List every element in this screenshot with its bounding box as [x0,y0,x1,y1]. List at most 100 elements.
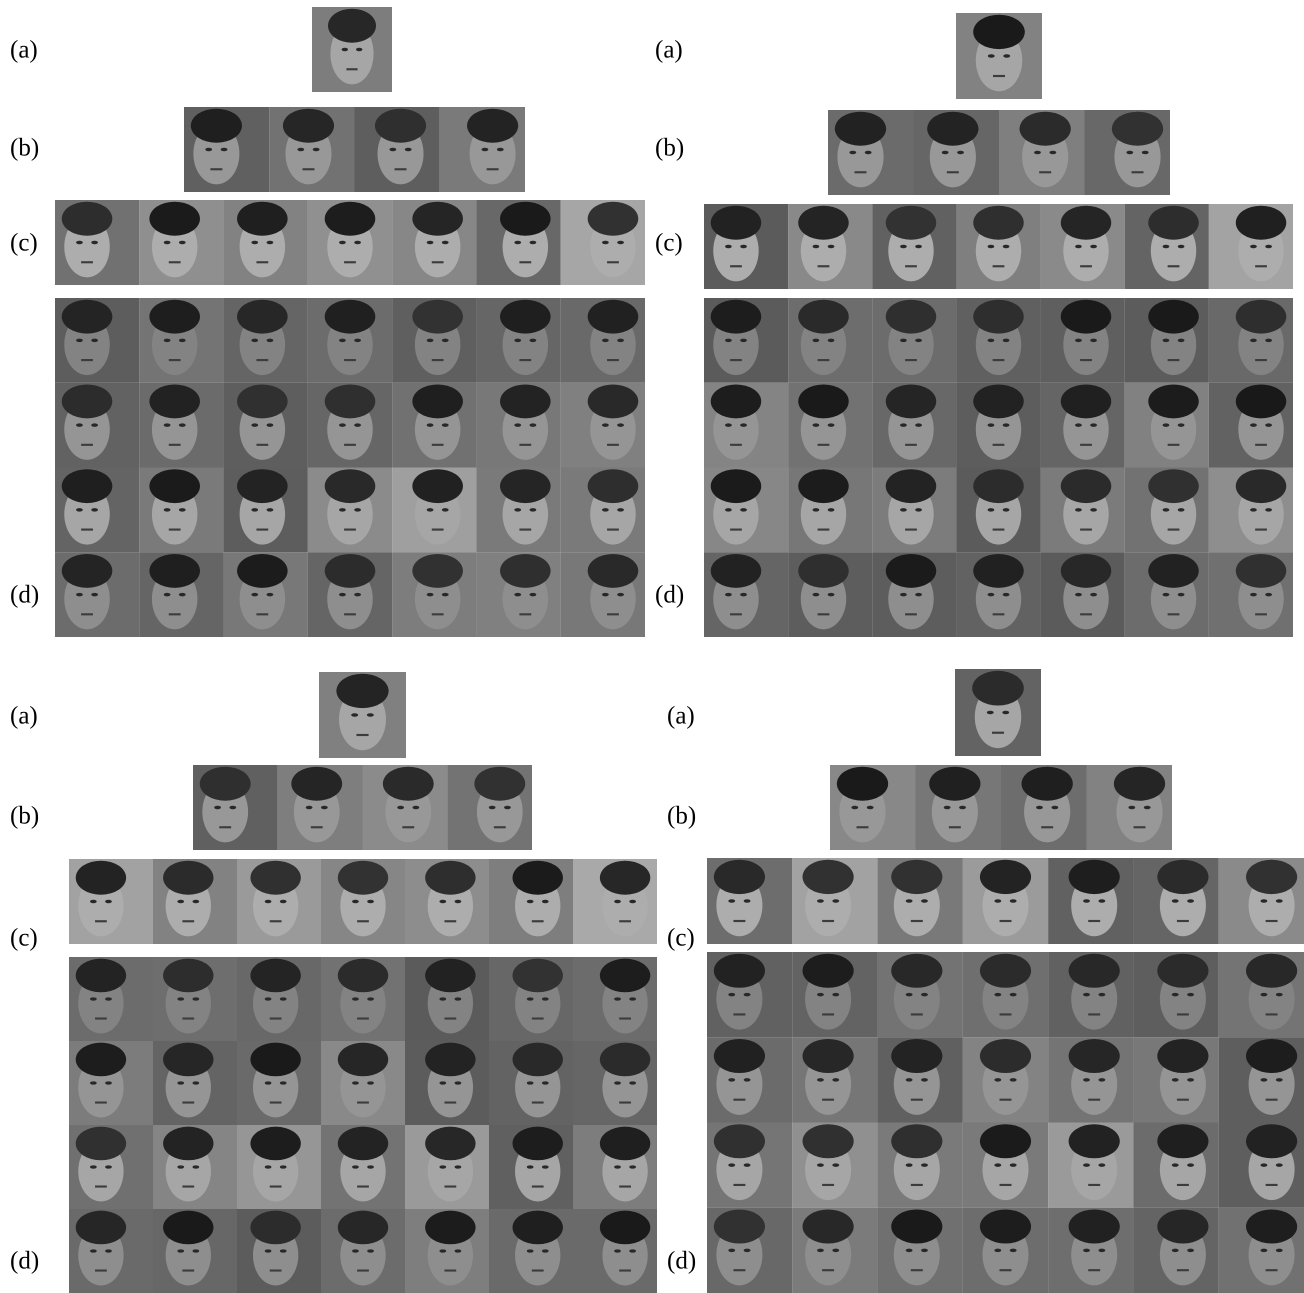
eye [356,48,362,51]
mouth [1266,920,1278,922]
hair [1061,384,1111,418]
hair [711,300,761,334]
mouth [81,529,93,531]
mouth [857,826,869,828]
face-photo [308,383,392,468]
mouth [619,1101,631,1103]
eye [915,423,922,426]
eye [1187,1249,1194,1252]
mouth [733,920,745,922]
eye [828,508,835,511]
hair [980,1124,1031,1158]
face-photo [139,552,223,637]
hair [1112,112,1163,146]
eye [1261,1078,1268,1081]
face-photo [916,765,1002,850]
hair [237,554,288,588]
mouth [256,613,268,615]
mouth [532,920,544,922]
eye [906,1163,913,1166]
eye [1075,423,1082,426]
face-photo [792,1208,877,1293]
eye [76,593,83,596]
mouth [519,359,531,361]
eye [105,997,112,1000]
eye [728,1078,735,1081]
hair [336,674,388,708]
hair [588,554,639,588]
eye [91,508,98,511]
hair [600,1043,650,1077]
eye [164,508,171,511]
face-photo [319,672,406,758]
mouth [169,444,181,446]
face-photo [1041,468,1125,553]
mouth [949,826,961,828]
eye [1090,593,1097,596]
face-photo [476,200,560,285]
eye [1098,1163,1105,1166]
eye [617,508,624,511]
mouth [432,529,444,531]
hair [1246,860,1297,894]
hair [1020,112,1071,146]
hair [886,206,936,240]
mouth [905,265,917,267]
face-photo [489,859,573,944]
eye [439,1081,446,1084]
mouth [993,529,1005,531]
eye [817,993,824,996]
eye [817,1249,824,1252]
eye [1163,245,1170,248]
hair [412,469,463,503]
face-photo [1041,552,1125,637]
eye [849,151,856,154]
eye [221,148,228,151]
eye [352,997,359,1000]
face-photo [788,552,872,637]
mouth [256,261,268,263]
mouth [733,1013,745,1015]
hair [338,1127,388,1161]
hair [500,469,551,503]
face-photo [1041,383,1125,468]
hair [250,861,300,895]
eye [90,1081,97,1084]
eye [339,508,346,511]
face-photo [55,552,139,637]
hair [835,112,886,146]
eye [1036,806,1043,809]
eye [354,593,361,596]
mouth [619,920,631,922]
eye [1003,54,1010,57]
eye [1083,1249,1090,1252]
face-photo [999,110,1085,195]
face-photo [704,468,788,553]
eye [1276,1078,1283,1081]
eye [367,1165,374,1168]
eye [728,1163,735,1166]
eye [1049,151,1056,154]
hair [714,1039,765,1073]
face-photo [308,552,392,637]
face-photo [392,552,476,637]
hair [149,469,200,503]
eye [455,1249,462,1252]
eye [617,423,624,426]
mouth [532,1101,544,1103]
eye [1250,423,1257,426]
face-photo [55,200,139,285]
eye [614,1165,621,1168]
eye [280,1081,287,1084]
eye [1276,1163,1283,1166]
hair [711,469,761,503]
mouth [1255,613,1267,615]
mouth [1080,359,1092,361]
eye [90,1165,97,1168]
face-photo [405,1125,489,1209]
mouth [730,613,742,615]
eye [1163,508,1170,511]
eye [1276,1249,1283,1252]
mouth [395,168,407,170]
mouth [607,529,619,531]
